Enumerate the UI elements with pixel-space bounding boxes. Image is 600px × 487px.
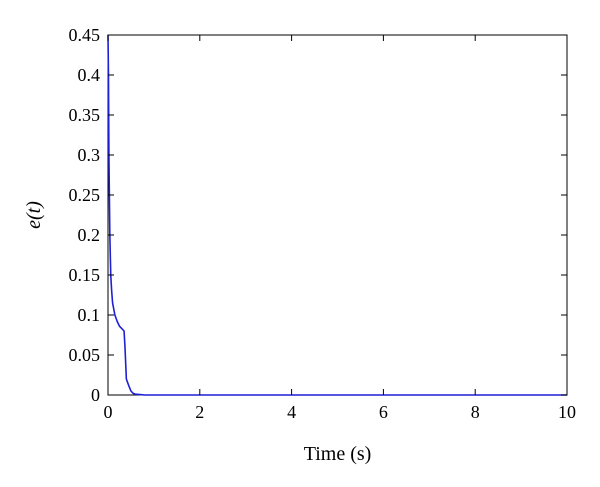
x-tick-label: 6 [379,402,388,422]
series-line-0 [107,34,567,396]
x-tick-label: 0 [104,402,113,422]
axis-labels: Time (s) e(t) [23,201,371,465]
y-tick-label: 0.45 [69,25,101,45]
plot-area [107,34,568,396]
x-tick-label: 10 [558,402,576,422]
y-tick-label: 0.35 [69,105,101,125]
y-tick-label: 0.05 [69,345,101,365]
axis-ticks: 0 2 4 6 8 10 0 0.05 0.1 0.15 0.2 0.25 0.3 0.35 0.4 0.45 [69,25,577,422]
x-tick-label: 2 [195,402,204,422]
plot-frame [107,34,568,396]
x-axis-title: Time (s) [304,443,372,465]
y-tick-label: 0.4 [78,65,101,85]
y-tick-label: 0.15 [69,265,101,285]
y-tick-label: 0.1 [78,305,101,325]
x-tick-label: 8 [471,402,480,422]
y-tick-label: 0.2 [78,225,101,245]
y-tick-label: 0.25 [69,185,101,205]
y-tick-label: 0.3 [78,145,101,165]
y-axis-title: e(t) [23,201,45,229]
x-tick-label: 4 [287,402,296,422]
y-tick-label: 0 [91,385,100,405]
